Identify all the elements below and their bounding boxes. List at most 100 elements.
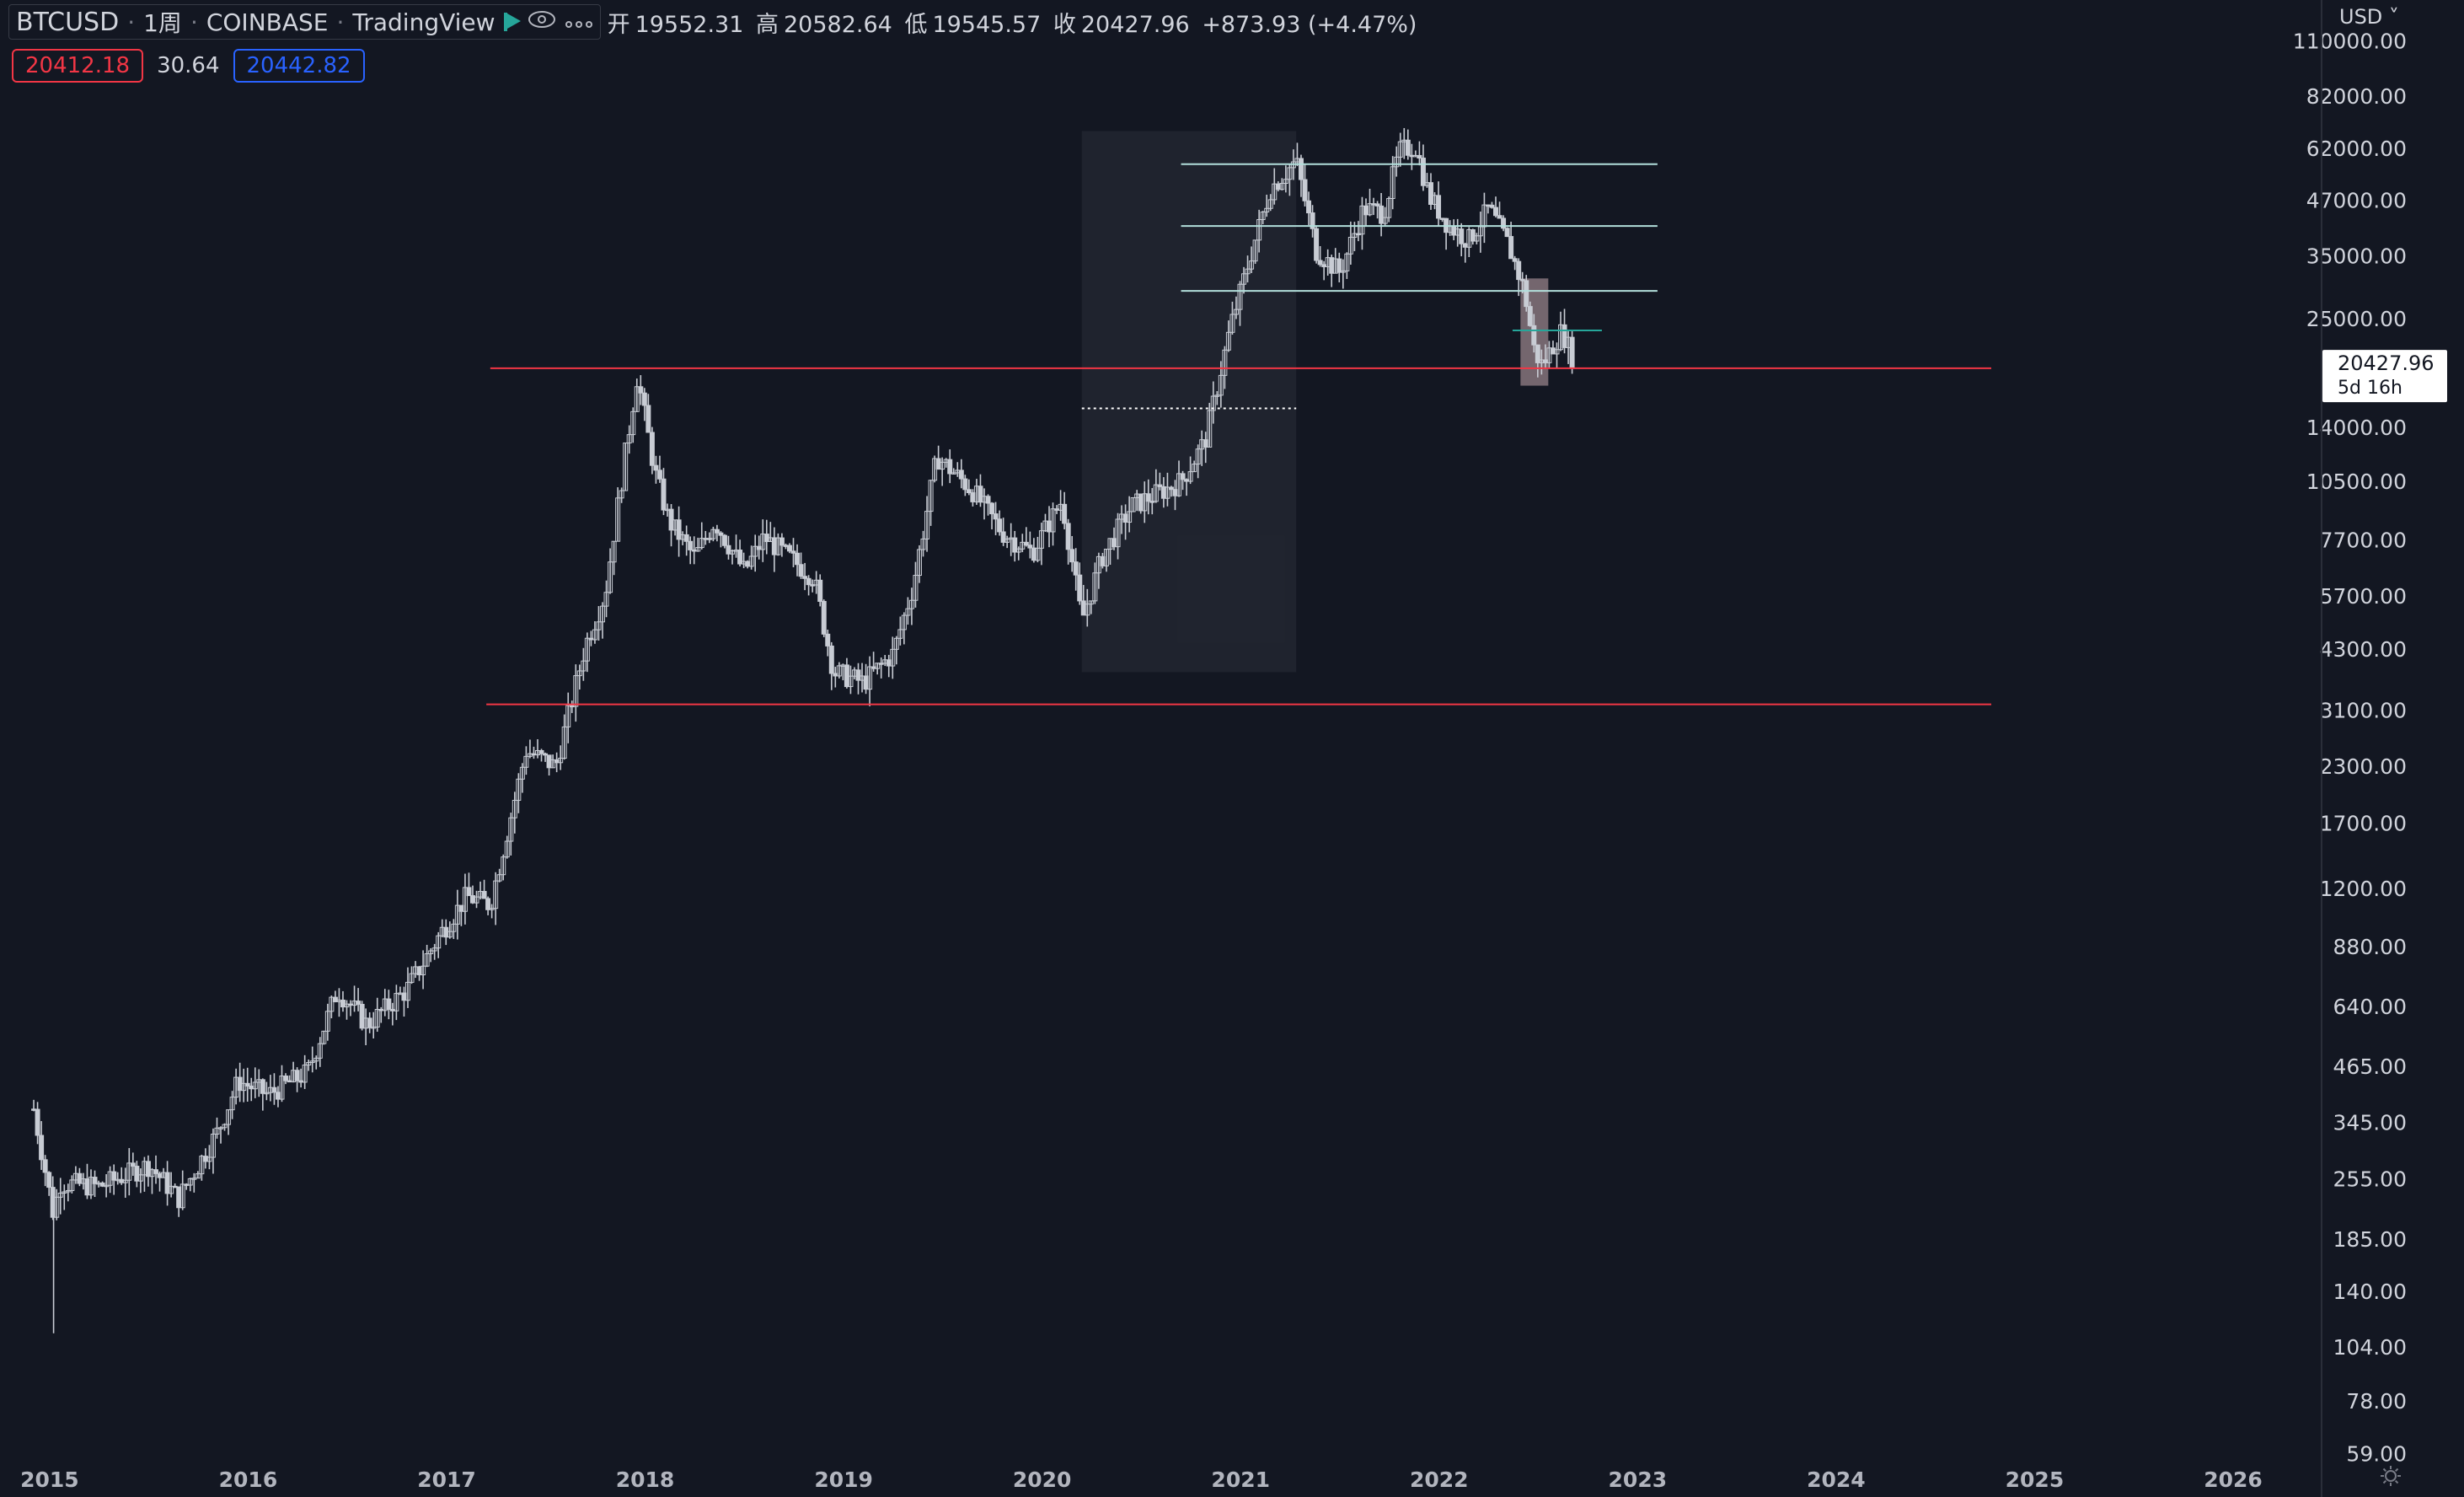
candle-body bbox=[260, 1079, 265, 1094]
candle-body bbox=[321, 1030, 327, 1044]
candle-body bbox=[199, 1156, 205, 1175]
candle-body bbox=[1298, 158, 1304, 180]
candle-body bbox=[283, 1076, 289, 1081]
symbol-name[interactable]: BTCUSD bbox=[16, 7, 120, 37]
candle-body bbox=[1272, 183, 1278, 201]
candle-body bbox=[1149, 501, 1155, 503]
candle-body bbox=[1229, 314, 1235, 333]
candle-body bbox=[454, 904, 460, 925]
candle-body bbox=[356, 1001, 362, 1005]
candle-body bbox=[1508, 236, 1514, 260]
candle-body bbox=[908, 599, 914, 609]
candle-body bbox=[436, 935, 442, 949]
spread-value: 30.64 bbox=[157, 53, 220, 78]
candle-body bbox=[1267, 199, 1273, 209]
candle-body bbox=[1287, 167, 1293, 180]
candle-body bbox=[99, 1182, 105, 1187]
candle-body bbox=[404, 981, 410, 1001]
candle-body bbox=[1027, 545, 1033, 549]
time-tick-label: 2018 bbox=[616, 1467, 675, 1492]
drawn-lines bbox=[486, 163, 1991, 706]
candle-body bbox=[721, 534, 727, 546]
candle-body bbox=[271, 1087, 277, 1093]
candle-body bbox=[958, 469, 964, 480]
candle-body bbox=[279, 1076, 285, 1100]
candle-body bbox=[561, 726, 567, 759]
price-tick-label: 345.00 bbox=[2333, 1110, 2407, 1135]
candle-body bbox=[54, 1196, 60, 1218]
candle-body bbox=[878, 663, 884, 665]
buy-price-button[interactable]: 20442.82 bbox=[233, 49, 365, 83]
time-axis[interactable]: 2015 2016 2017 2018 2019 2020 2021 2022 2023 2024… bbox=[20, 1467, 2263, 1492]
settings-icon[interactable] bbox=[2380, 1465, 2402, 1487]
candle-body bbox=[1077, 574, 1083, 602]
candle-body bbox=[1561, 324, 1567, 348]
candle-body bbox=[1302, 179, 1308, 201]
source-label: TradingView bbox=[352, 8, 495, 36]
candle-body bbox=[985, 496, 991, 504]
currency-selector[interactable]: USD ˅ bbox=[2339, 5, 2399, 29]
price-axis[interactable]: 110000.00 82000.00 62000.00 47000.00 35000.0… bbox=[2293, 29, 2407, 1466]
candle-body bbox=[978, 486, 983, 503]
candle-body bbox=[1386, 197, 1392, 218]
candle-body bbox=[1501, 217, 1507, 229]
sell-price-button[interactable]: 20412.18 bbox=[12, 49, 144, 83]
eye-icon[interactable] bbox=[528, 9, 556, 35]
candle-body bbox=[1207, 410, 1213, 448]
candle-body bbox=[367, 1017, 372, 1028]
price-tick-label: 10500.00 bbox=[2306, 469, 2407, 494]
candle-body bbox=[1218, 374, 1224, 396]
price-tick-label: 3100.00 bbox=[2320, 699, 2407, 723]
candle-body bbox=[241, 1082, 247, 1092]
close-label: 收 bbox=[1053, 11, 1076, 38]
interval-label[interactable]: 1周 bbox=[143, 9, 182, 37]
candle-body bbox=[855, 669, 861, 681]
candle-body bbox=[104, 1184, 110, 1188]
candle-body bbox=[229, 1097, 235, 1111]
candle-body bbox=[195, 1173, 201, 1179]
candle-body bbox=[641, 392, 647, 406]
symbol-info-box[interactable]: BTCUSD · 1周 · COINBASE · TradingView bbox=[8, 4, 601, 40]
price-axis-divider bbox=[2321, 0, 2322, 1497]
legend-separator: · bbox=[336, 8, 345, 36]
price-tick-label: 62000.00 bbox=[2306, 137, 2407, 161]
candle-body bbox=[1527, 306, 1533, 326]
price-tick-label: 2300.00 bbox=[2320, 754, 2407, 779]
candle-body bbox=[806, 577, 812, 586]
candle-body bbox=[126, 1162, 132, 1181]
candle-body bbox=[359, 1003, 365, 1029]
candle-body bbox=[619, 490, 624, 499]
candle-body bbox=[1428, 182, 1433, 205]
candle-body bbox=[928, 480, 934, 512]
candle-body bbox=[688, 540, 694, 550]
candle-body bbox=[1493, 207, 1499, 217]
candle-body bbox=[169, 1185, 174, 1194]
candle-body bbox=[226, 1109, 232, 1125]
low-label: 低 bbox=[904, 11, 928, 38]
candle-body bbox=[122, 1179, 128, 1183]
candle-body bbox=[615, 497, 621, 542]
candle-body bbox=[790, 550, 796, 554]
symbol-legend: BTCUSD · 1周 · COINBASE · TradingView 开 19… bbox=[8, 4, 1422, 40]
candle-body bbox=[1085, 604, 1090, 616]
last-price-tag: 20427.96 5d 16h bbox=[2322, 350, 2447, 403]
candle-body bbox=[1214, 394, 1220, 397]
candle-body bbox=[905, 608, 911, 616]
candle-body bbox=[65, 1189, 71, 1193]
candle-body bbox=[1344, 253, 1350, 271]
candle-body bbox=[821, 600, 827, 635]
candle-body bbox=[1283, 179, 1288, 184]
time-tick-label: 2015 bbox=[20, 1467, 79, 1492]
candle-body bbox=[35, 1108, 40, 1136]
candle-body bbox=[1145, 493, 1151, 502]
candle-body bbox=[130, 1162, 136, 1167]
candle-body bbox=[1180, 473, 1186, 480]
highlight-zone bbox=[1081, 131, 1297, 673]
candle-body bbox=[508, 817, 514, 842]
candle-body bbox=[394, 993, 399, 1011]
candle-body bbox=[951, 472, 956, 475]
more-options-icon[interactable] bbox=[565, 9, 593, 35]
flag-icon[interactable] bbox=[503, 13, 521, 31]
candle-body bbox=[638, 386, 644, 394]
